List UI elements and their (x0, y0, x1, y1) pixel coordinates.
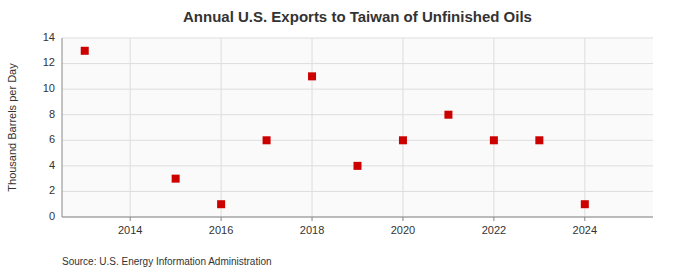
point (581, 200, 589, 208)
x-tick-label: 2020 (391, 224, 415, 236)
axes: 0 2 4 6 8 10 12 14 2014 2016 2018 2020 2022 2024 (43, 31, 653, 236)
x-tick-label: 2018 (300, 224, 324, 236)
point (308, 72, 316, 80)
points (81, 47, 589, 208)
grid-line (62, 114, 653, 115)
chart: 0 2 4 6 8 10 12 14 2014 2016 2018 2020 2022 2024 Annua… (0, 0, 675, 275)
y-axis-line (62, 38, 63, 217)
x-tick (493, 217, 494, 221)
grid-line (221, 38, 222, 217)
point (399, 136, 407, 144)
y-tick-label: 4 (49, 159, 55, 171)
point (217, 200, 225, 208)
y-tick-label: 0 (49, 210, 55, 222)
grid-line (402, 38, 403, 217)
y-tick-label: 12 (43, 56, 55, 68)
x-tick-label: 2016 (209, 224, 233, 236)
source-note: Source: U.S. Energy Information Administ… (62, 256, 272, 267)
plot-area (62, 38, 653, 217)
grid-line (62, 191, 653, 192)
x-tick (221, 217, 222, 221)
x-tick-label: 2024 (573, 224, 597, 236)
grid (62, 38, 653, 217)
x-tick (402, 217, 403, 221)
y-tick-label: 8 (49, 108, 55, 120)
y-tick-label: 6 (49, 133, 55, 145)
grid-line (62, 217, 653, 218)
point (354, 162, 362, 170)
x-axis-line (62, 217, 653, 218)
grid-line (493, 38, 494, 217)
grid-line (62, 140, 653, 141)
grid-line (584, 38, 585, 217)
grid-line (62, 63, 653, 64)
grid-line (312, 38, 313, 217)
y-tick-label: 10 (43, 82, 55, 94)
point (444, 111, 452, 119)
point (172, 175, 180, 183)
point (535, 136, 543, 144)
point (263, 136, 271, 144)
y-tick-label: 2 (49, 184, 55, 196)
x-tick (130, 217, 131, 221)
grid-line (62, 38, 653, 39)
point (490, 136, 498, 144)
x-tick-label: 2014 (118, 224, 142, 236)
y-axis-label: Thousand Barrels per Day (6, 63, 18, 192)
grid-line (130, 38, 131, 217)
title: Annual U.S. Exports to Taiwan of Unfinis… (183, 8, 532, 25)
point (81, 47, 89, 55)
grid-line (62, 89, 653, 90)
x-tick (584, 217, 585, 221)
x-tick (312, 217, 313, 221)
y-tick-label: 14 (43, 31, 55, 43)
x-tick-label: 2022 (482, 224, 506, 236)
